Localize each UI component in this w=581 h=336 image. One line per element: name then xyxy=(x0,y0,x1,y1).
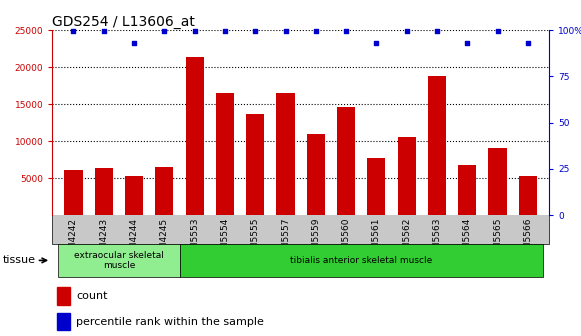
Text: tissue: tissue xyxy=(3,255,36,265)
Bar xyxy=(307,134,325,215)
Point xyxy=(250,29,260,34)
Point xyxy=(281,29,290,34)
Bar xyxy=(277,93,295,215)
Bar xyxy=(428,76,446,215)
Bar xyxy=(125,176,143,215)
Bar xyxy=(185,57,204,215)
Point xyxy=(372,41,381,46)
Point xyxy=(69,29,78,34)
Text: GDS254 / L13606_at: GDS254 / L13606_at xyxy=(52,15,195,29)
Bar xyxy=(489,148,507,215)
Point xyxy=(220,29,229,34)
Bar xyxy=(58,244,180,277)
Point xyxy=(99,29,109,34)
Text: count: count xyxy=(76,291,107,301)
Point xyxy=(160,29,169,34)
Text: percentile rank within the sample: percentile rank within the sample xyxy=(76,317,264,327)
Text: tibialis anterior skeletal muscle: tibialis anterior skeletal muscle xyxy=(290,256,432,265)
Point xyxy=(311,29,321,34)
Bar xyxy=(58,313,70,330)
Point xyxy=(462,41,472,46)
Bar xyxy=(397,137,416,215)
Bar xyxy=(64,170,83,215)
Point xyxy=(130,41,139,46)
Bar xyxy=(216,93,234,215)
Bar xyxy=(95,168,113,215)
Point xyxy=(402,29,411,34)
Bar xyxy=(155,167,174,215)
Point xyxy=(190,29,199,34)
Bar xyxy=(519,176,537,215)
Bar xyxy=(458,165,476,215)
Bar xyxy=(337,107,355,215)
Point xyxy=(493,29,502,34)
Point xyxy=(342,29,351,34)
Point xyxy=(523,41,533,46)
Text: extraocular skeletal
muscle: extraocular skeletal muscle xyxy=(74,251,164,270)
Bar xyxy=(367,158,385,215)
Bar xyxy=(58,287,70,304)
Point xyxy=(432,29,442,34)
Bar xyxy=(246,114,264,215)
Bar xyxy=(180,244,543,277)
